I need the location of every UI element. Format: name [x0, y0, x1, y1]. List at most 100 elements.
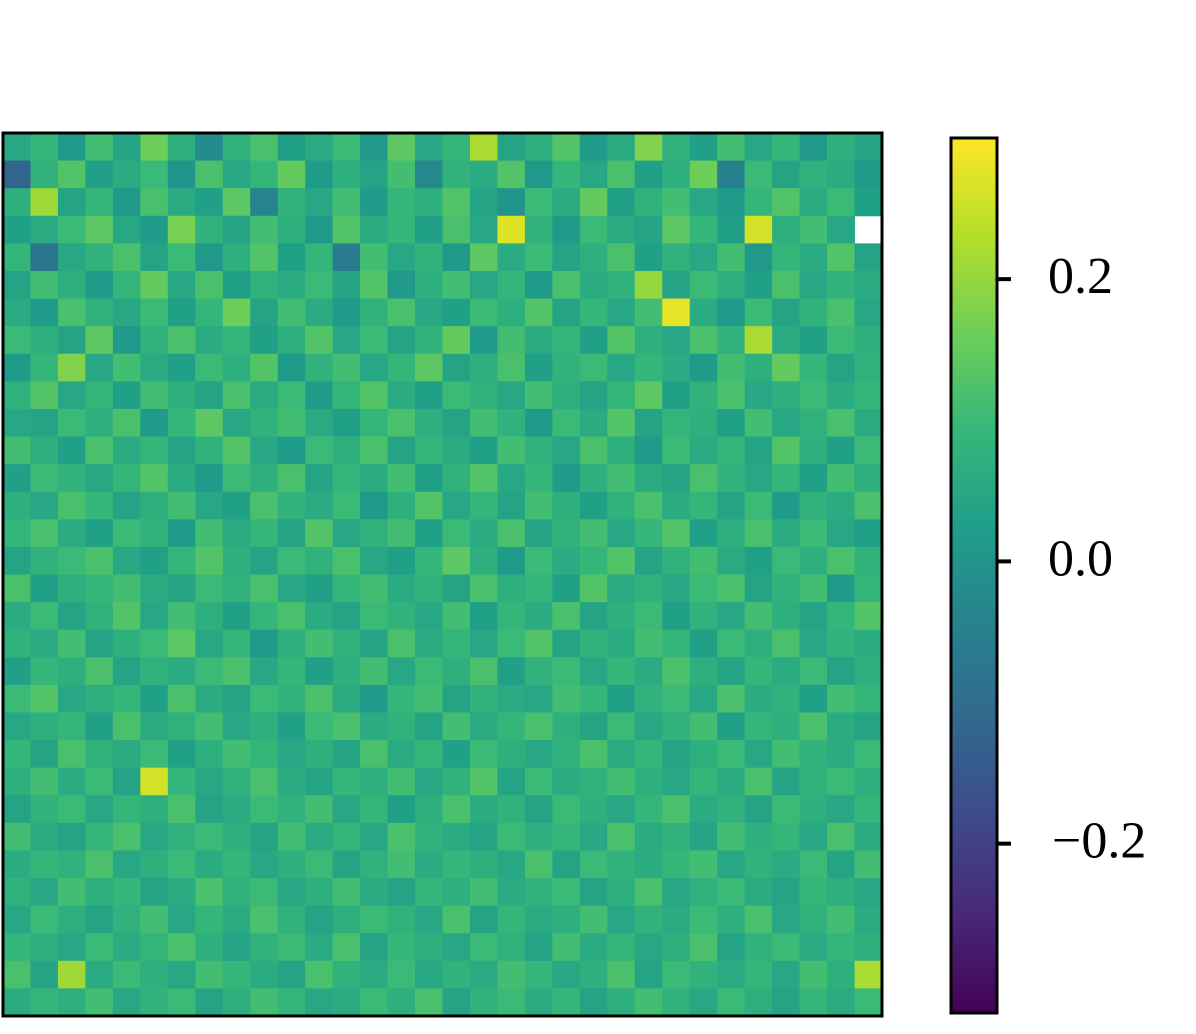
heatmap-cell — [442, 436, 471, 465]
heatmap-cell — [552, 188, 581, 217]
heatmap-cell — [360, 353, 389, 382]
heatmap-cell — [717, 243, 746, 272]
heatmap-cell — [497, 795, 526, 824]
heatmap-cell — [415, 270, 443, 300]
heatmap-cell — [305, 436, 334, 465]
heatmap-cell — [497, 657, 526, 686]
heatmap-cell — [552, 657, 581, 686]
heatmap-cell — [57, 629, 86, 658]
heatmap-cell — [332, 270, 361, 300]
heatmap-cell — [607, 270, 636, 300]
heatmap-cell — [305, 381, 334, 410]
heatmap-cell — [524, 298, 553, 327]
heatmap-cell — [772, 491, 801, 520]
heatmap-cell — [497, 160, 526, 189]
heatmap-cell — [689, 215, 718, 244]
heatmap-cell — [3, 602, 31, 631]
heatmap-cell — [305, 850, 334, 879]
heatmap-cell — [772, 353, 801, 382]
heatmap-cell — [57, 464, 86, 493]
heatmap-cell — [57, 740, 86, 769]
heatmap-cell — [662, 850, 691, 879]
heatmap-cell — [689, 740, 718, 769]
heatmap-cell — [305, 988, 334, 1017]
heatmap-cell — [827, 353, 856, 382]
heatmap-cell — [689, 270, 718, 300]
heatmap-cell — [442, 602, 471, 631]
heatmap-cell — [827, 988, 856, 1017]
heatmap-cell — [112, 326, 141, 355]
heatmap-cell — [579, 684, 608, 713]
heatmap-cell — [250, 933, 279, 962]
heatmap-cell — [717, 298, 746, 327]
heatmap-cell — [827, 822, 856, 851]
heatmap-cell — [250, 657, 279, 686]
heatmap-cell — [799, 491, 828, 520]
heatmap-cell — [140, 767, 169, 796]
heatmap-cell — [854, 850, 883, 879]
heatmap-cell — [442, 960, 471, 989]
heatmap-cell — [552, 822, 581, 851]
heatmap-cell — [552, 933, 581, 962]
heatmap-cell — [442, 270, 471, 300]
heatmap-cell — [579, 878, 608, 907]
heatmap-cell — [167, 436, 196, 465]
heatmap-cell — [469, 353, 498, 382]
heatmap-cell — [415, 602, 443, 631]
heatmap-cell — [524, 546, 553, 575]
heatmap-cell — [332, 188, 361, 217]
heatmap-cell — [387, 629, 416, 658]
heatmap-cell — [799, 684, 828, 713]
heatmap-cell — [552, 408, 581, 438]
heatmap-cell — [415, 905, 443, 934]
heatmap-cell — [827, 188, 856, 217]
heatmap-cell — [634, 464, 663, 493]
heatmap-cell — [3, 464, 31, 493]
heatmap-cell — [717, 215, 746, 244]
heatmap-cell — [662, 243, 691, 272]
heatmap-cell — [3, 629, 31, 658]
heatmap-cell — [112, 574, 141, 603]
heatmap-cell — [30, 215, 59, 244]
heatmap-cell — [772, 878, 801, 907]
heatmap-cell — [717, 491, 746, 520]
heatmap-cell — [305, 298, 334, 327]
heatmap-cell — [524, 850, 553, 879]
heatmap-cell — [717, 519, 746, 548]
heatmap-cell — [85, 215, 114, 244]
heatmap-cell — [222, 436, 251, 465]
heatmap-cell — [442, 988, 471, 1017]
heatmap-cell — [854, 519, 883, 548]
heatmap-cell — [827, 740, 856, 769]
heatmap-cell — [442, 740, 471, 769]
heatmap-cell — [3, 160, 31, 189]
heatmap-cell — [57, 133, 86, 162]
heatmap-cell — [772, 905, 801, 934]
heatmap-cell — [607, 905, 636, 934]
heatmap-cell — [415, 353, 443, 382]
heatmap-cell — [387, 436, 416, 465]
heatmap-cell — [277, 408, 306, 438]
heatmap-cell — [30, 298, 59, 327]
heatmap-cell — [415, 215, 443, 244]
heatmap-cell — [30, 740, 59, 769]
heatmap-cell — [222, 519, 251, 548]
heatmap-cell — [772, 988, 801, 1017]
heatmap-cell — [442, 326, 471, 355]
heatmap-cell — [552, 381, 581, 410]
heatmap-cell — [195, 270, 224, 300]
heatmap-cell — [497, 215, 526, 244]
heatmap-cell — [57, 298, 86, 327]
heatmap-cell — [607, 629, 636, 658]
heatmap-cell — [57, 657, 86, 686]
heatmap-cell — [497, 408, 526, 438]
heatmap-cell — [579, 215, 608, 244]
heatmap-cell — [689, 491, 718, 520]
heatmap-cell — [717, 436, 746, 465]
heatmap-cell — [415, 546, 443, 575]
heatmap-cell — [112, 133, 141, 162]
heatmap-cell — [85, 629, 114, 658]
heatmap-cell — [3, 878, 31, 907]
heatmap-cell — [250, 574, 279, 603]
